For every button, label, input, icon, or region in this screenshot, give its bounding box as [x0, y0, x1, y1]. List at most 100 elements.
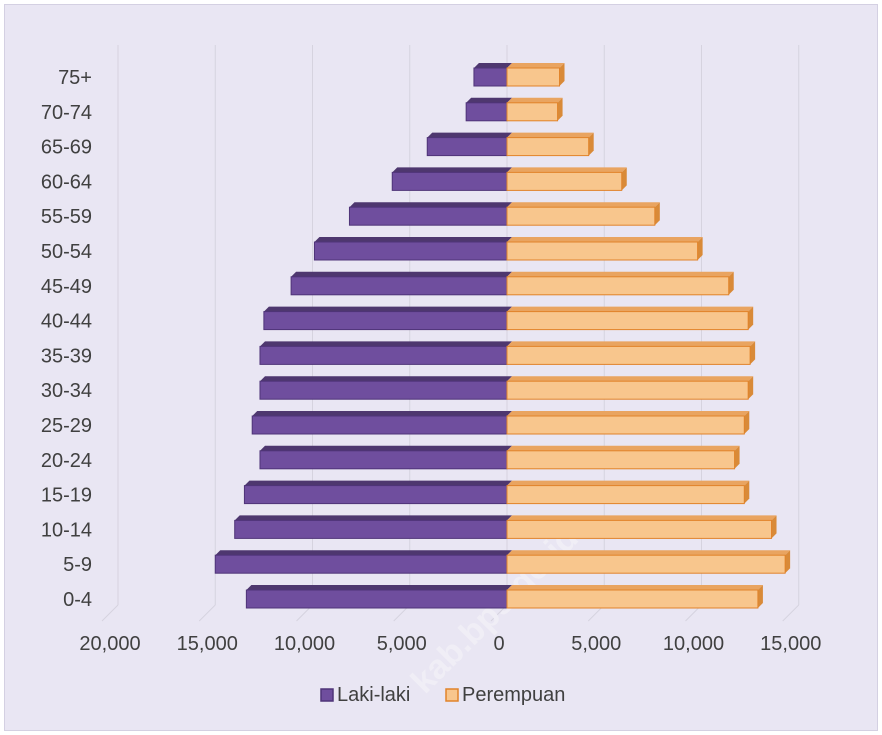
female-bar-top: [507, 132, 594, 138]
male-bar-top: [263, 306, 512, 312]
female-bar: [506, 137, 590, 157]
legend: Laki-laki Perempuan: [320, 684, 565, 706]
legend-label: Perempuan: [462, 684, 565, 706]
female-bar-side: [734, 445, 740, 469]
female-bar: [506, 206, 656, 226]
male-bar-top: [252, 411, 512, 416]
male-bar-top: [234, 515, 512, 521]
female-bar-top: [507, 237, 703, 242]
female-bar: [506, 589, 759, 609]
female-bar: [506, 415, 745, 435]
y-category-label: 75+: [58, 67, 92, 89]
male-bar: [234, 519, 508, 539]
female-bar-top: [507, 515, 777, 521]
x-tick-label: 10,000: [663, 633, 724, 655]
female-bar-top: [507, 445, 740, 451]
male-bar-top: [392, 167, 512, 173]
female-bar: [506, 67, 561, 87]
y-category-label: 5-9: [63, 554, 92, 576]
male-bar: [251, 415, 508, 435]
legend-swatch: [320, 688, 334, 702]
male-bar: [348, 206, 508, 226]
male-bar: [426, 137, 508, 157]
y-category-label: 20-24: [41, 450, 92, 472]
male-bar-top: [466, 97, 512, 103]
y-category-label: 0-4: [63, 589, 92, 611]
female-bar-side: [557, 97, 563, 121]
male-bar-top: [349, 202, 512, 208]
male-bar: [473, 67, 508, 87]
female-bar-top: [507, 550, 791, 556]
y-category-label: 15-19: [41, 485, 92, 507]
male-bar-top: [473, 63, 512, 68]
female-bar: [506, 276, 730, 296]
female-bar-side: [771, 515, 777, 539]
x-tick-label: 0: [493, 633, 504, 655]
legend-swatch: [445, 688, 459, 702]
female-bar-side: [559, 63, 565, 86]
female-bar: [506, 241, 699, 261]
male-bar-top: [427, 132, 512, 138]
male-bar: [259, 380, 508, 400]
female-bar: [506, 345, 751, 365]
female-bar-top: [507, 97, 563, 103]
female-bar-side: [654, 202, 660, 226]
y-category-label: 10-14: [41, 519, 92, 541]
y-category-label: 35-39: [41, 345, 92, 367]
y-axis-labels: 0-4 5-9 10-14 15-19 20-24 25-29 30-34 35-39 40-4…: [41, 67, 92, 611]
male-bar-top: [246, 585, 512, 590]
y-category-label: 60-64: [41, 171, 92, 193]
legend-label: Laki-laki: [337, 684, 410, 706]
y-category-label: 55-59: [41, 206, 92, 228]
x-tick-label: 15,000: [760, 633, 821, 655]
female-bar-side: [744, 411, 750, 434]
y-category-label: 40-44: [41, 311, 92, 333]
male-bar: [259, 450, 508, 470]
female-bar-top: [507, 202, 660, 208]
bars-layer: [214, 63, 791, 609]
female-bar: [506, 554, 786, 574]
female-bar-top: [507, 411, 750, 416]
male-bar-top: [291, 271, 512, 277]
x-axis-labels: 20,000 15,000 10,000 5,000 0 5,000 10,000 15,00…: [79, 633, 821, 655]
male-bar-top: [244, 480, 513, 486]
female-bar-side: [757, 585, 763, 608]
x-tick-label: 5,000: [571, 633, 621, 655]
x-tick-label: 15,000: [177, 633, 238, 655]
y-category-label: 45-49: [41, 276, 92, 298]
female-bar-side: [748, 306, 754, 330]
female-bar-top: [507, 167, 627, 173]
male-bar: [245, 589, 508, 609]
female-bar-top: [507, 585, 763, 590]
female-bar-side: [744, 480, 750, 504]
y-category-label: 65-69: [41, 137, 92, 159]
watermark-text: kab.bps.go.id: [404, 519, 586, 701]
female-bar: [506, 485, 745, 505]
male-bar: [465, 102, 508, 122]
female-bar-side: [750, 341, 756, 365]
male-bar: [243, 485, 508, 505]
grid-floor-line: [198, 604, 216, 622]
female-bar: [506, 380, 749, 400]
x-tick-label: 20,000: [79, 633, 140, 655]
female-bar-top: [507, 376, 754, 382]
male-bar: [214, 554, 508, 574]
female-bar: [506, 102, 559, 122]
male-bar-top: [259, 445, 512, 451]
grid-floor-line: [101, 604, 119, 622]
male-bar-top: [259, 341, 512, 347]
male-bar-top: [314, 237, 512, 242]
female-bar-top: [507, 306, 754, 312]
female-bar-side: [697, 237, 703, 260]
male-bar-top: [215, 550, 512, 556]
male-bar: [290, 276, 508, 296]
female-bar-side: [588, 132, 594, 156]
female-bar-side: [785, 550, 791, 574]
female-bar-top: [507, 480, 750, 486]
y-category-label: 50-54: [41, 241, 92, 263]
grid-floor-line: [782, 604, 800, 622]
female-bar: [506, 450, 736, 470]
x-tick-label: 5,000: [377, 633, 427, 655]
chart-frame: kab.bps.go.id 0-4 5-9 10-14 15-19 20-24 25-29…: [4, 4, 878, 731]
male-bar-top: [259, 376, 512, 382]
